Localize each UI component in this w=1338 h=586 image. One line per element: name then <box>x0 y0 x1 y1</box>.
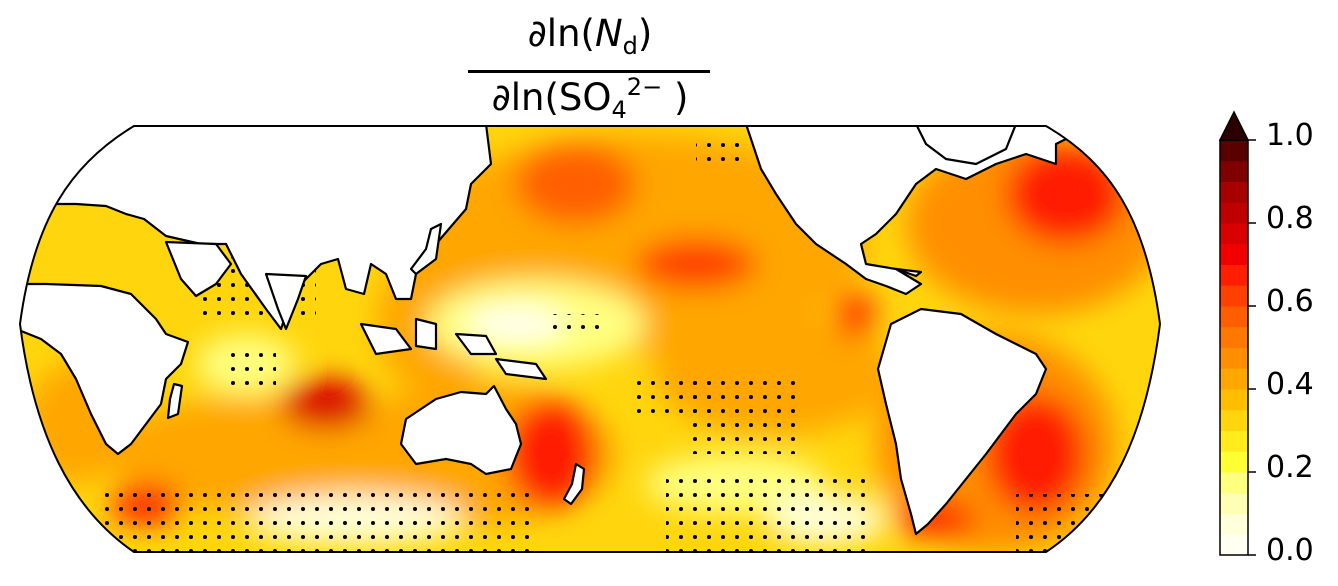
land <box>20 126 1160 536</box>
colorbar-level <box>1220 492 1248 514</box>
colorbar-level <box>1220 285 1248 307</box>
ocean-field <box>20 126 1160 552</box>
colorbar-frame <box>1219 139 1249 556</box>
colorbar-tick-label: 0.4 <box>1266 367 1314 402</box>
map-border <box>18 125 1162 553</box>
colorbar-level <box>1220 202 1248 224</box>
colorbar-level <box>1220 160 1248 182</box>
colorbar-tick-label: 0.8 <box>1266 201 1314 236</box>
colorbar-level <box>1220 534 1248 556</box>
colorbar-level <box>1220 306 1248 328</box>
colorbar-extend-triangle <box>1218 110 1250 141</box>
colorbar-tick-label: 0.6 <box>1266 284 1314 319</box>
title-numerator: ∂ln(Nd) <box>527 12 653 60</box>
colorbar-tick-label: 0.2 <box>1266 450 1314 485</box>
colorbar-level <box>1220 451 1248 473</box>
colorbar-level <box>1220 347 1248 369</box>
colorbar-level <box>1220 513 1248 535</box>
world-map <box>18 125 1162 553</box>
colorbar-level <box>1220 389 1248 411</box>
colorbar-ticks <box>1248 139 1256 556</box>
colorbar <box>1218 110 1256 556</box>
colorbar-level <box>1220 368 1248 390</box>
colorbar-level <box>1220 223 1248 245</box>
colorbar-level <box>1220 430 1248 452</box>
colorbar-level <box>1220 409 1248 431</box>
title-denominator: ∂ln(SO42− ) <box>491 73 689 124</box>
colorbar-levels <box>1220 140 1248 556</box>
colorbar-tick-label: 0.0 <box>1266 533 1314 568</box>
colorbar-level <box>1220 264 1248 286</box>
colorbar-tick-label: 1.0 <box>1266 118 1314 153</box>
colorbar-level <box>1220 326 1248 348</box>
plot-title: ∂ln(Nd) ∂ln(SO42− ) <box>440 4 740 128</box>
colorbar-level <box>1220 181 1248 203</box>
fraction-bar <box>468 70 710 73</box>
colorbar-level <box>1220 243 1248 265</box>
colorbar-level <box>1220 472 1248 494</box>
colorbar-level <box>1220 140 1248 162</box>
